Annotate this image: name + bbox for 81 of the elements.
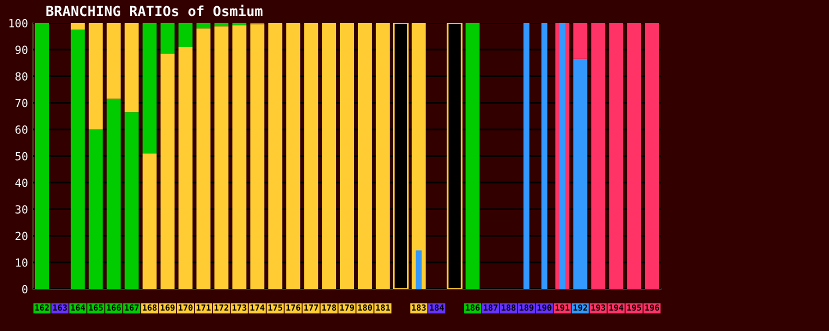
- x-tick-label: 169: [160, 304, 175, 311]
- x-tick-label: 180: [358, 304, 372, 311]
- y-tick-label: 10: [16, 258, 28, 267]
- x-tick-label: 176: [286, 304, 300, 311]
- bar: [304, 23, 318, 289]
- bar: [591, 23, 606, 289]
- bar: [340, 23, 354, 289]
- bar: [250, 24, 264, 289]
- x-tick-label: 188: [502, 304, 516, 311]
- bar: [322, 23, 336, 289]
- x-tick-label: 165: [89, 304, 103, 311]
- x-tick-label: 195: [627, 304, 642, 311]
- x-tick-label: 181: [376, 304, 390, 311]
- x-tick-label: 166: [106, 304, 121, 311]
- x-tick-label: 186: [466, 304, 480, 311]
- y-tick-label: 30: [16, 205, 28, 214]
- x-tick-label: 183: [412, 304, 426, 311]
- y-tick-label: 0: [22, 285, 28, 294]
- bar: [178, 46, 193, 289]
- x-tick-label: 196: [645, 304, 660, 311]
- bar: [124, 112, 139, 289]
- bar: [142, 153, 157, 289]
- bar: [232, 25, 246, 289]
- x-tick-label: 163: [53, 304, 67, 311]
- x-tick-label: 175: [268, 304, 282, 311]
- bar: [573, 58, 588, 289]
- y-tick-label: 70: [16, 98, 28, 108]
- bar: [627, 23, 642, 289]
- x-tick-label: 167: [124, 304, 139, 311]
- bar: [412, 23, 426, 289]
- bar: [88, 23, 103, 130]
- x-tick-label: 162: [35, 304, 49, 311]
- y-tick-label: 60: [15, 125, 28, 134]
- x-tick-label: 171: [196, 304, 211, 311]
- y-tick-label: 100: [9, 19, 28, 28]
- bar: [178, 23, 193, 47]
- bar: [196, 23, 210, 28]
- bar: [160, 23, 175, 54]
- x-tick-label: 172: [214, 304, 228, 311]
- bar: [88, 129, 103, 289]
- chart-title: BRANCHING RATIOs of Osmium: [46, 4, 262, 16]
- bar: [70, 23, 85, 30]
- y-tick-label: 40: [15, 178, 28, 188]
- y-tick-label: 80: [15, 72, 28, 81]
- x-tick-label: 174: [250, 304, 264, 311]
- bar: [214, 26, 228, 289]
- x-tick-label: 184: [430, 304, 444, 311]
- bar: [573, 23, 588, 59]
- bar: [376, 23, 390, 289]
- x-tick-label: 179: [340, 304, 354, 311]
- bar: [286, 23, 300, 289]
- x-tick-label: 193: [591, 304, 606, 311]
- bar: [34, 23, 49, 289]
- bar: [645, 23, 660, 289]
- bar: [268, 23, 282, 289]
- bar: [70, 30, 85, 289]
- bar: [106, 23, 121, 99]
- x-tick-label: 194: [609, 304, 624, 311]
- x-tick-label: 164: [71, 304, 86, 311]
- x-tick-label: 191: [556, 304, 570, 311]
- bar: [358, 23, 372, 289]
- x-tick-label: 168: [142, 304, 157, 311]
- bar: [196, 28, 210, 289]
- x-tick-label: 170: [178, 304, 193, 311]
- bar: [609, 23, 624, 289]
- y-tick-label: 50: [16, 152, 28, 160]
- y-tick-label: 20: [16, 232, 28, 240]
- bar: [106, 98, 121, 289]
- y-tick-label: 90: [15, 46, 28, 54]
- x-tick-label: 187: [484, 304, 498, 311]
- bar: [124, 23, 139, 112]
- bar: [466, 23, 480, 289]
- x-tick-label: 189: [520, 304, 534, 311]
- x-tick-label: 192: [573, 304, 588, 311]
- x-tick-label: 178: [322, 304, 336, 311]
- x-tick-label: 173: [232, 304, 246, 311]
- bar: [214, 23, 228, 26]
- bar: [160, 54, 175, 289]
- x-tick-label: 190: [538, 304, 552, 311]
- bar: [142, 23, 157, 154]
- x-tick-label: 177: [304, 304, 318, 311]
